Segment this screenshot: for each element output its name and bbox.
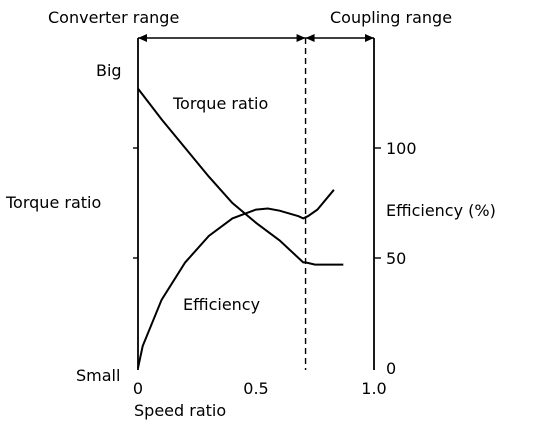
region-arrowhead-0 [138,34,147,42]
right-tick-label-0: 0 [386,359,396,378]
region-arrowhead-1 [296,34,306,42]
left-axis-bottom-label: Small [76,366,120,385]
region-arrowhead-2 [305,34,315,42]
series-label-efficiency: Efficiency [183,295,260,314]
region-arrows [138,34,374,42]
right-tick-label-2: 100 [386,139,417,158]
left-axis-label: Torque ratio [5,193,101,212]
series-label-torque-ratio: Torque ratio [172,94,268,113]
x-tick-label-1: 0.5 [243,379,268,398]
x-tick-label-0: 0 [133,379,143,398]
x-axis-label: Speed ratio [134,401,226,420]
region-arrowhead-3 [365,34,374,42]
coupling-range-label: Coupling range [330,8,452,27]
series-torque-ratio-line [137,87,344,266]
left-axis-top-label: Big [96,61,122,80]
series-efficiency-line [137,189,335,369]
x-tick-label-2: 1.0 [361,379,386,398]
converter-range-label: Converter range [48,8,179,27]
right-axis-label: Efficiency (%) [386,201,496,220]
right-tick-label-1: 50 [386,249,406,268]
axis-ticks: 0 50 100 0 0.5 1.0 [133,139,417,398]
